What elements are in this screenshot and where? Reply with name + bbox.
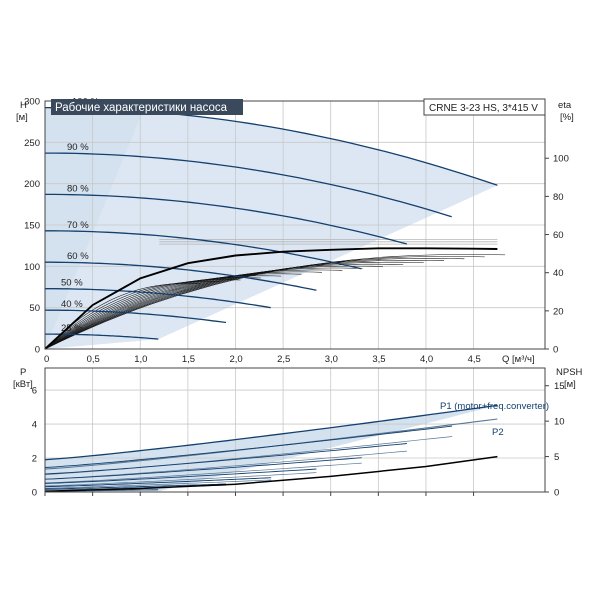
eta-curve [44,247,498,350]
x-tick-label: 3,0 [325,354,338,365]
p1-curve [44,443,407,475]
p1-curve [44,425,453,468]
head-y-tick-label: 100 [24,262,40,273]
speed-curve [45,230,362,270]
model-label: CRNE 3-23 HS, 3*415 V [429,103,538,114]
speed-label: 80 % [67,183,89,194]
eta-y-tick-label: 60 [553,230,564,241]
partial-eta-curve [44,261,424,350]
x-tick-label: 4,0 [420,354,433,365]
eta-y-tick-label: 0 [553,345,558,356]
head-y-tick-label: 200 [24,179,40,190]
speed-label: 60 % [67,251,89,262]
p2-curve [44,462,362,484]
head-panel: 0 0,5 1,0 1,5 2,0 2,5 3,0 3,5 4,0 4,5050100150200… [16,97,574,366]
head-y-tick-label: 0 [35,345,40,356]
npsh-y-tick-label: 5 [554,452,559,463]
head-ylabel-unit: [м] [16,112,28,123]
p2-curve [44,472,317,487]
npsh-curve [44,455,498,493]
partial-eta-curve [44,269,343,350]
power-y-tick-label: 2 [32,454,37,465]
head-y-tick-label: 250 [24,138,40,149]
partial-eta-curve [44,254,506,350]
npsh-y-tick-label: 10 [554,417,565,428]
power-y-tick-label: 0 [32,488,37,499]
p2-curve-label: P2 [492,427,504,438]
power-ylabel-symbol: P [20,367,26,378]
eta-ylabel-unit: [%] [560,112,574,123]
x-tick-label: 0,5 [87,354,100,365]
x-tick-label: 1,5 [182,354,195,365]
x-tick-label: 4,5 [468,354,481,365]
head-plot-frame [44,100,546,350]
efficiency-wedge [45,111,498,349]
p1-curve [44,457,362,480]
eta-y-tick-label: 40 [553,268,564,279]
partial-eta-curve [44,271,322,350]
eta-ylabel-symbol: eta [558,100,572,111]
x-tick-label: 2,5 [277,354,290,365]
head-y-tick-label: 150 [24,221,40,232]
power-region [45,405,498,492]
head-y-tick-label: 300 [24,97,40,108]
speed-curve [45,193,408,245]
model-box [423,98,546,116]
npsh-ylabel-symbol: NPSH [556,367,583,378]
speed-curve [44,309,227,324]
speed-label: 70 % [67,220,89,231]
partial-eta-curve [44,258,465,350]
speed-label: 50 % [61,278,83,289]
power-y-tick-label: 6 [32,386,37,397]
eta-y-tick-label: 100 [553,154,569,165]
speed-label: 25 % [61,323,83,334]
head-y-tick-label: 50 [29,303,40,314]
p1-curve [44,483,227,490]
p1-curve [44,477,272,488]
partial-eta-curve [44,260,445,350]
title-box [51,99,243,115]
partial-eta-curve [44,265,384,350]
speed-curve [45,152,452,218]
chart-title: Рабочие характеристики насоса [55,102,228,114]
p1-curve-label: P1 (motor+freq.converter) [440,401,549,412]
eta-y-tick-label: 80 [553,192,564,203]
p2-curve [44,479,272,489]
speed-label: 90 % [67,142,89,153]
speed-label: 40 % [61,299,83,310]
partial-eta-curve [44,256,485,350]
x-tick-label: 2,0 [229,354,242,365]
eta-y-tick-label: 20 [553,306,564,317]
x-tick-label: 1,0 [134,354,147,365]
npsh-ylabel-unit: [м] [564,379,576,390]
power-ylabel-unit: [кВт] [13,379,33,390]
speed-curve [45,288,271,309]
power-y-tick-label: 4 [32,420,37,431]
speed-curve [45,261,317,291]
npsh-y-tick-label: 0 [554,488,559,499]
power-plot-frame [44,367,546,493]
speed-curve [45,333,159,340]
partial-eta-curve [44,267,363,350]
head-ylabel-symbol: H [20,100,27,111]
x-tick-label: 3,5 [372,354,385,365]
p2-curve [44,450,407,480]
x-tick-label: 0 [44,354,49,365]
p1-curve [44,468,317,484]
p1-curve [44,404,498,461]
npsh-y-tick-label: 15 [554,381,565,392]
x-axis-label: Q [м³/ч] [502,354,535,365]
power-panel: 0 2 4 6 0 5 10 15 P [кВт] NPSH [м] P1 (motor+fr… [13,367,583,499]
